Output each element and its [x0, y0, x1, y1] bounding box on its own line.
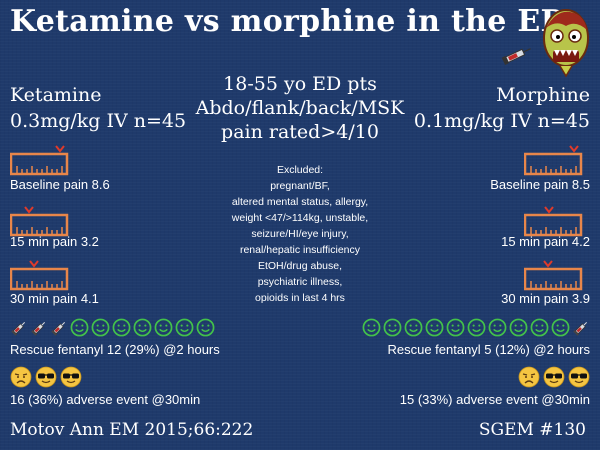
right-15min-pain: 15 min pain 4.2	[501, 234, 590, 249]
right-30min-pain: 30 min pain 3.9	[501, 291, 590, 306]
smiley-icon	[112, 318, 131, 337]
pain-scale-icon	[524, 260, 583, 291]
right-baseline-pain: Baseline pain 8.5	[490, 177, 590, 192]
sunglasses-face-icon	[60, 366, 82, 388]
smiley-icon	[383, 318, 402, 337]
smiley-icon	[70, 318, 89, 337]
exclusion-item: psychiatric illness,	[257, 276, 343, 288]
smiley-icon	[509, 318, 528, 337]
exclusion-item: EtOH/drug abuse,	[257, 260, 343, 272]
syringe-icon	[573, 321, 588, 336]
smiley-icon	[488, 318, 507, 337]
right-dose: 0.1mg/kg IV n=45	[413, 110, 590, 132]
exclusion-list: Excluded: pregnant/BF, altered mental st…	[210, 162, 390, 306]
pain-scale-icon	[10, 145, 69, 176]
smiley-icon	[91, 318, 110, 337]
sunglasses-face-icon	[543, 366, 565, 388]
population-criteria: 18-55 yo ED pts Abdo/flank/back/MSK pain…	[190, 72, 410, 144]
exclusion-item: renal/hepatic insufficiency	[239, 244, 361, 256]
population-line-1: 18-55 yo ED pts	[223, 73, 377, 95]
smiley-icon	[362, 318, 381, 337]
syringe-icon	[11, 321, 26, 336]
smiley-icon	[404, 318, 423, 337]
syringe-icon	[31, 321, 46, 336]
right-rescue-icons	[362, 318, 590, 337]
smiley-icon	[425, 318, 444, 337]
right-rescue-fentanyl: Rescue fentanyl 5 (12%) @2 hours	[387, 342, 590, 357]
left-drug-name: Ketamine	[10, 84, 102, 106]
exclusion-item: pregnant/BF,	[270, 180, 330, 192]
exclusion-item: weight <47/>114kg, unstable,	[231, 212, 369, 224]
smiley-icon	[446, 318, 465, 337]
left-30min-pain: 30 min pain 4.1	[10, 291, 99, 306]
right-adverse-event: 15 (33%) adverse event @30min	[399, 392, 590, 407]
smiley-icon	[467, 318, 486, 337]
left-rescue-icons	[10, 318, 215, 337]
exclusion-item: opioids in last 4 hrs	[255, 292, 345, 304]
smiley-icon	[530, 318, 549, 337]
pain-scale-icon	[524, 206, 583, 237]
left-15min-pain: 15 min pain 3.2	[10, 234, 99, 249]
syringe-icon	[51, 321, 66, 336]
syringe-icon	[501, 48, 531, 65]
sad-face-icon	[10, 366, 32, 388]
smiley-icon	[133, 318, 152, 337]
pain-scale-icon	[10, 206, 69, 237]
sunglasses-face-icon	[35, 366, 57, 388]
citation: Motov Ann EM 2015;66:222	[10, 420, 254, 440]
page-title: Ketamine vs morphine in the ED	[10, 4, 567, 39]
smiley-icon	[154, 318, 173, 337]
smiley-icon	[175, 318, 194, 337]
sgem-tag: SGEM #130	[478, 420, 586, 440]
left-dose: 0.3mg/kg IV n=45	[10, 110, 187, 132]
smiley-icon	[196, 318, 215, 337]
exclusion-heading: Excluded:	[276, 164, 324, 176]
sad-face-icon	[518, 366, 540, 388]
pain-scale-icon	[524, 145, 583, 176]
sunglasses-face-icon	[568, 366, 590, 388]
left-rescue-fentanyl: Rescue fentanyl 12 (29%) @2 hours	[10, 342, 220, 357]
population-line-3: pain rated>4/10	[221, 121, 379, 143]
left-adverse-event: 16 (36%) adverse event @30min	[10, 392, 201, 407]
smiley-icon	[551, 318, 570, 337]
exclusion-item: seizure/HI/eye injury,	[251, 228, 349, 240]
exclusion-item: altered mental status, allergy,	[231, 196, 369, 208]
pain-scale-icon	[10, 260, 69, 291]
left-adverse-icons	[10, 366, 82, 388]
right-drug-name: Morphine	[496, 84, 590, 106]
population-line-2: Abdo/flank/back/MSK	[195, 97, 405, 119]
zombie-mascot-icon	[543, 9, 589, 78]
left-baseline-pain: Baseline pain 8.6	[10, 177, 110, 192]
right-adverse-icons	[518, 366, 590, 388]
